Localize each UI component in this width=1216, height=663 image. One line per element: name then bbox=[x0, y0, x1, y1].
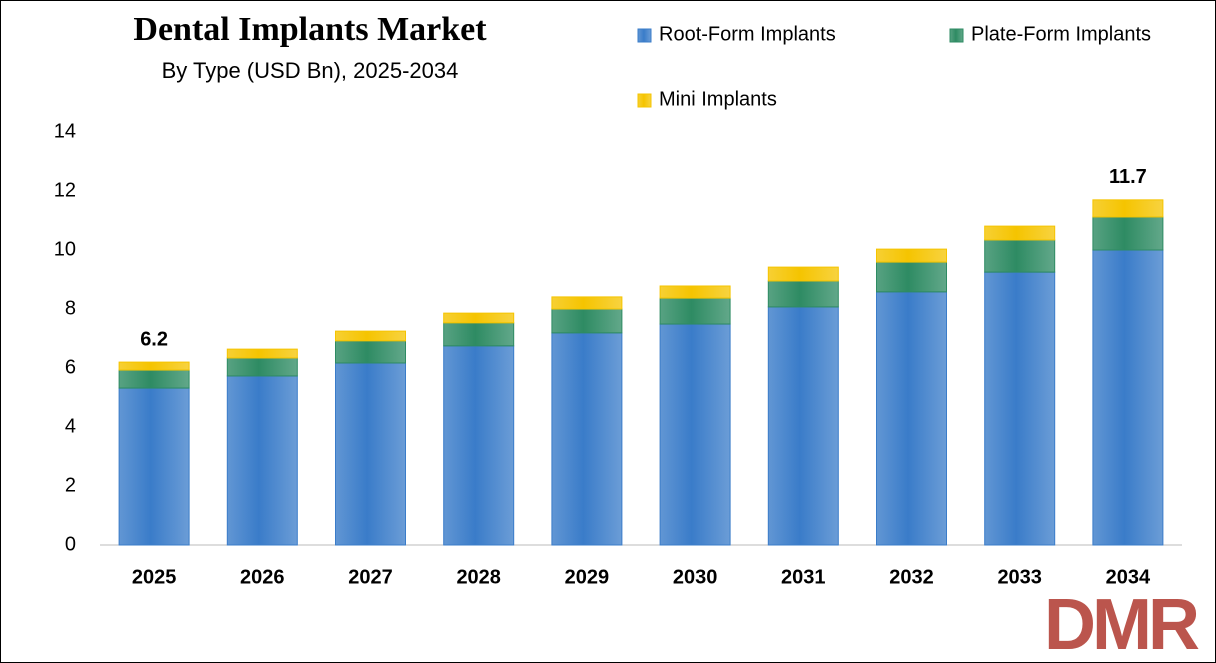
bar-segment bbox=[767, 266, 839, 282]
x-tick-label: 2030 bbox=[673, 566, 718, 588]
bar-segment bbox=[118, 387, 190, 546]
x-tick-label: 2032 bbox=[889, 566, 934, 588]
bar-segment bbox=[443, 322, 515, 347]
bar-segment bbox=[659, 285, 731, 299]
bar-segment bbox=[876, 261, 947, 293]
logo: DMR bbox=[1044, 585, 1199, 663]
x-tick-label: 2034 bbox=[1106, 566, 1151, 588]
legend-swatch bbox=[637, 28, 652, 43]
legend-label: Root-Form Implants bbox=[659, 23, 836, 45]
x-tick-label: 2026 bbox=[240, 566, 285, 588]
bar-segment bbox=[118, 369, 190, 389]
x-tick-label: 2031 bbox=[781, 566, 826, 588]
y-tick-label: 12 bbox=[54, 179, 76, 201]
chart-subtitle: By Type (USD Bn), 2025-2034 bbox=[162, 58, 459, 83]
bar-segment bbox=[226, 357, 298, 377]
x-tick-label: 2028 bbox=[456, 566, 501, 588]
x-tick-label: 2027 bbox=[348, 566, 393, 588]
bar-segment bbox=[551, 296, 623, 310]
bar-segment bbox=[443, 345, 515, 546]
total-label: 6.2 bbox=[140, 328, 168, 350]
bar-segment bbox=[118, 361, 190, 371]
bar-segment bbox=[1092, 249, 1164, 546]
bar-segment bbox=[1092, 199, 1164, 218]
bar-segment bbox=[984, 271, 1056, 546]
y-tick-label: 4 bbox=[65, 415, 76, 437]
x-tick-label: 2029 bbox=[565, 566, 610, 588]
legend-swatch bbox=[949, 28, 964, 43]
bar-segment bbox=[335, 362, 406, 546]
bar-segment bbox=[335, 340, 406, 364]
bar-segment bbox=[876, 248, 947, 263]
bar-segment bbox=[335, 330, 406, 342]
total-label: 11.7 bbox=[1109, 166, 1147, 188]
legend-swatch bbox=[637, 93, 652, 108]
y-tick-label: 6 bbox=[65, 356, 76, 378]
x-tick-label: 2025 bbox=[132, 566, 177, 588]
bar-segment bbox=[876, 291, 947, 546]
x-tick-label: 2033 bbox=[997, 566, 1042, 588]
y-tick-label: 14 bbox=[54, 120, 76, 142]
y-tick-label: 10 bbox=[54, 238, 76, 260]
bar-segment bbox=[767, 280, 839, 308]
bar-segment bbox=[551, 308, 623, 334]
y-tick-label: 2 bbox=[65, 474, 76, 496]
bar-segment bbox=[659, 297, 731, 325]
legend-label: Plate-Form Implants bbox=[971, 23, 1151, 45]
bar-segment bbox=[443, 312, 515, 324]
y-tick-label: 0 bbox=[65, 533, 76, 555]
bar-segment bbox=[767, 306, 839, 546]
bar-segment bbox=[659, 323, 731, 546]
bar-segment bbox=[226, 375, 298, 546]
bar-segment bbox=[1092, 216, 1164, 251]
legend-label: Mini Implants bbox=[659, 88, 777, 110]
chart-title: Dental Implants Market bbox=[133, 11, 487, 48]
bar-segment bbox=[226, 348, 298, 359]
bar-segment bbox=[984, 239, 1056, 273]
bar-segment bbox=[984, 225, 1056, 241]
y-tick-label: 8 bbox=[65, 297, 76, 319]
bar-segment bbox=[551, 332, 623, 546]
